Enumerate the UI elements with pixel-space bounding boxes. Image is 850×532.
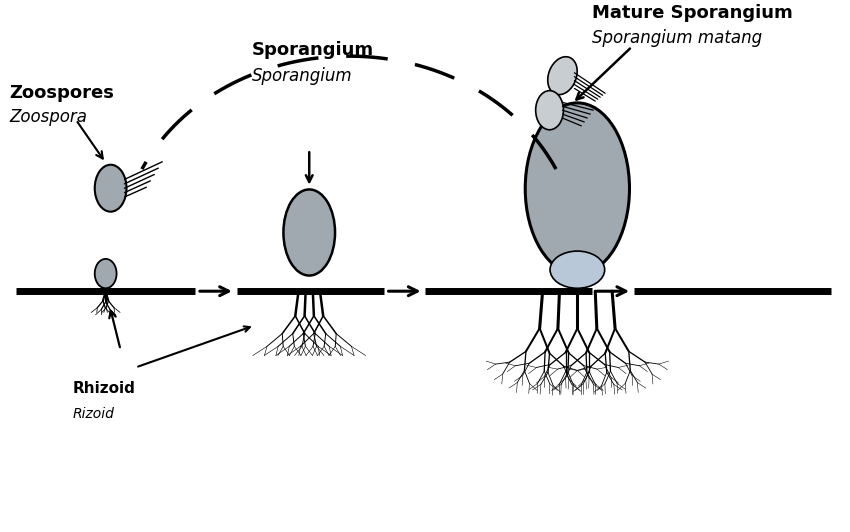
Text: Zoospores: Zoospores [9,84,114,102]
Ellipse shape [283,189,335,276]
Text: Zoospora: Zoospora [9,107,88,126]
Text: Rhizoid: Rhizoid [73,380,136,396]
Text: Sporangium: Sporangium [252,66,352,85]
Ellipse shape [94,259,116,288]
Text: Sporangium matang: Sporangium matang [592,29,762,47]
Text: Rizoid: Rizoid [73,407,115,421]
Ellipse shape [94,165,127,212]
Text: Sporangium: Sporangium [252,41,374,59]
Ellipse shape [550,251,604,288]
Ellipse shape [547,57,577,95]
Text: Mature Sporangium: Mature Sporangium [592,4,793,22]
Ellipse shape [536,90,564,130]
Ellipse shape [525,103,630,274]
